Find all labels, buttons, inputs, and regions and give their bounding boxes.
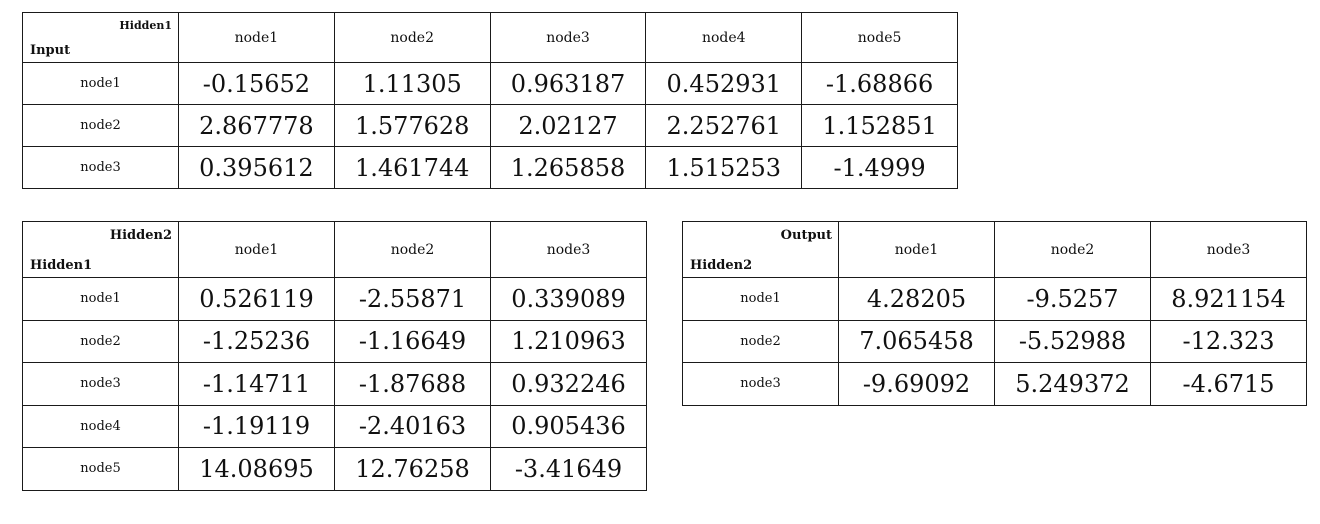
row-header: node3 (682, 362, 839, 406)
weight-cell: -9.69092 (838, 362, 995, 406)
column-header: node1 (838, 221, 995, 278)
weight-cell: 0.963187 (489, 62, 647, 105)
weight-cell: 0.526119 (178, 277, 335, 321)
weight-cell: -1.4999 (801, 146, 958, 189)
weight-cell: 0.905436 (490, 404, 647, 448)
input-hidden1-weight-table: Hidden1 Input node1 node2 node3 node4 node5 nod… (22, 12, 958, 189)
weight-cell: -1.16649 (334, 319, 491, 363)
corner-to-label: Hidden1 (119, 19, 172, 32)
weight-cell: 1.11305 (333, 62, 491, 105)
corner-to-label: Hidden2 (109, 228, 172, 243)
column-header: node1 (178, 221, 335, 278)
table-row: node5 14.08695 12.76258 -3.41649 (22, 447, 647, 491)
table-row: node1 -0.15652 1.11305 0.963187 0.452931 -1.6… (22, 62, 958, 105)
header-row: Hidden1 Input node1 node2 node3 node4 node5 (22, 12, 958, 63)
column-header: node1 (178, 12, 335, 63)
table-row: node1 4.28205 -9.5257 8.921154 (682, 277, 1307, 321)
weight-cell: 0.452931 (645, 62, 803, 105)
row-header: node3 (22, 146, 179, 189)
weight-cell: 12.76258 (334, 447, 491, 491)
weight-cell: 1.152851 (801, 104, 958, 147)
weight-cell: -1.68866 (801, 62, 958, 105)
weight-cell: 5.249372 (994, 362, 1151, 406)
weight-cell: 1.515253 (645, 146, 803, 189)
corner-cell: Output Hidden2 (682, 221, 839, 278)
weight-cell: -2.55871 (334, 277, 491, 321)
row-header: node4 (22, 404, 179, 448)
table-row: node2 -1.25236 -1.16649 1.210963 (22, 319, 647, 363)
weight-cell: -5.52988 (994, 319, 1151, 363)
weight-cell: 14.08695 (178, 447, 335, 491)
table-row: node3 0.395612 1.461744 1.265858 1.515253 -1.… (22, 146, 958, 189)
header-row: Output Hidden2 node1 node2 node3 (682, 221, 1307, 278)
weight-cell: -1.19119 (178, 404, 335, 448)
weight-cell: 0.339089 (490, 277, 647, 321)
column-header: node2 (333, 12, 491, 63)
weight-cell: -0.15652 (178, 62, 335, 105)
column-header: node2 (994, 221, 1151, 278)
table-row: node3 -9.69092 5.249372 -4.6715 (682, 362, 1307, 406)
weight-cell: 2.02127 (489, 104, 647, 147)
table-row: node2 2.867778 1.577628 2.02127 2.252761 1.15… (22, 104, 958, 147)
column-header: node3 (490, 221, 647, 278)
weight-cell: -2.40163 (334, 404, 491, 448)
hidden1-hidden2-weight-table: Hidden2 Hidden1 node1 node2 node3 node1 0.5261… (22, 221, 647, 491)
weight-cell: 1.265858 (489, 146, 647, 189)
weight-cell: -4.6715 (1150, 362, 1307, 406)
row-header: node1 (22, 277, 179, 321)
weight-cell: -9.5257 (994, 277, 1151, 321)
weight-cell: 4.28205 (838, 277, 995, 321)
table-row: node1 0.526119 -2.55871 0.339089 (22, 277, 647, 321)
table-row: node2 7.065458 -5.52988 -12.323 (682, 319, 1307, 363)
weight-cell: -1.14711 (178, 362, 335, 406)
row-header: node3 (22, 362, 179, 406)
weight-cell: -3.41649 (490, 447, 647, 491)
weight-cell: -1.87688 (334, 362, 491, 406)
row-header: node1 (682, 277, 839, 321)
weight-cell: 1.210963 (490, 319, 647, 363)
hidden2-output-weight-table: Output Hidden2 node1 node2 node3 node1 4.28205… (682, 221, 1307, 406)
row-header: node1 (22, 62, 179, 105)
corner-from-label: Hidden2 (690, 258, 753, 273)
weight-cell: 0.395612 (178, 146, 335, 189)
weight-cell: 2.867778 (178, 104, 335, 147)
corner-from-label: Input (30, 43, 71, 58)
column-header: node5 (801, 12, 958, 63)
weight-cell: -1.25236 (178, 319, 335, 363)
header-row: Hidden2 Hidden1 node1 node2 node3 (22, 221, 647, 278)
table-row: node4 -1.19119 -2.40163 0.905436 (22, 404, 647, 448)
table-row: node3 -1.14711 -1.87688 0.932246 (22, 362, 647, 406)
weight-cell: 2.252761 (645, 104, 803, 147)
column-header: node3 (1150, 221, 1307, 278)
corner-cell: Hidden1 Input (22, 12, 179, 63)
row-header: node2 (22, 104, 179, 147)
corner-to-label: Output (780, 228, 832, 243)
weight-cell: 7.065458 (838, 319, 995, 363)
column-header: node2 (334, 221, 491, 278)
corner-from-label: Hidden1 (30, 258, 93, 273)
weight-cell: 0.932246 (490, 362, 647, 406)
weight-cell: 1.577628 (333, 104, 491, 147)
weight-cell: -12.323 (1150, 319, 1307, 363)
weight-cell: 8.921154 (1150, 277, 1307, 321)
column-header: node4 (645, 12, 803, 63)
row-header: node2 (682, 319, 839, 363)
corner-cell: Hidden2 Hidden1 (22, 221, 179, 278)
column-header: node3 (489, 12, 647, 63)
row-header: node5 (22, 447, 179, 491)
weight-cell: 1.461744 (333, 146, 491, 189)
row-header: node2 (22, 319, 179, 363)
